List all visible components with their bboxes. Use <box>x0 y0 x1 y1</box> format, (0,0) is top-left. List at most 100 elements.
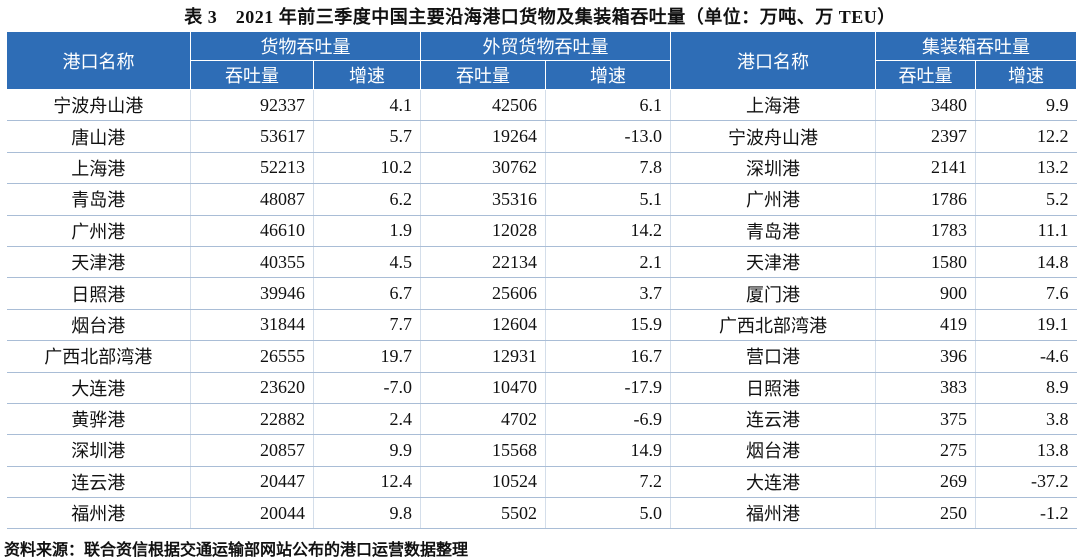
number-cell: 22134 <box>420 246 546 279</box>
number-cell: 1783 <box>875 215 976 247</box>
data-row: 深圳港 20857 9.9 15568 14.9 烟台港 275 13.8 <box>6 434 1077 467</box>
number-cell: 19.1 <box>975 309 1077 342</box>
number-cell: -37.2 <box>975 466 1077 499</box>
table-title: 表 3 2021 年前三季度中国主要沿海港口货物及集装箱吞吐量（单位：万吨、万 … <box>184 7 896 27</box>
number-cell: 42506 <box>420 89 546 122</box>
data-row: 天津港 40355 4.5 22134 2.1 天津港 1580 14.8 <box>6 246 1077 279</box>
number-cell: 22882 <box>190 403 314 436</box>
number-cell: 383 <box>875 372 976 404</box>
number-cell: 2.4 <box>313 403 421 436</box>
port-name-cell: 厦门港 <box>670 277 876 310</box>
table-header: 港口名称 货物吞吐量 外贸货物吞吐量 港口名称 集装箱吞吐量 吞吐量 增速 吞吐量 增速 吞吐量增… <box>6 31 1077 90</box>
port-name-cell: 宁波舟山港 <box>670 120 876 153</box>
number-cell: 39946 <box>190 277 314 310</box>
number-cell: 25606 <box>420 277 546 310</box>
number-cell: 7.7 <box>313 309 421 342</box>
port-name-cell: 日照港 <box>670 372 876 404</box>
port-name-cell: 福州港 <box>6 497 191 530</box>
data-row: 烟台港 31844 7.7 12604 15.9 广西北部湾港 419 19.1 <box>6 309 1077 342</box>
number-cell: 31844 <box>190 309 314 342</box>
number-cell: 30762 <box>420 152 546 185</box>
number-cell: 19264 <box>420 120 546 153</box>
number-cell: 20447 <box>190 466 314 499</box>
number-cell: 10.2 <box>313 152 421 185</box>
data-row: 连云港 20447 12.4 10524 7.2 大连港 269 -37.2 <box>6 466 1077 499</box>
number-cell: 53617 <box>190 120 314 153</box>
number-cell: 375 <box>875 403 976 436</box>
number-cell: 13.2 <box>975 152 1077 185</box>
number-cell: 6.1 <box>545 89 671 122</box>
number-cell: 7.6 <box>975 277 1077 310</box>
number-cell: 23620 <box>190 372 314 404</box>
port-name-cell: 广州港 <box>670 183 876 216</box>
number-cell: 3.8 <box>975 403 1077 436</box>
number-cell: -13.0 <box>545 120 671 153</box>
number-cell: 92337 <box>190 89 314 122</box>
number-cell: 4.1 <box>313 89 421 122</box>
data-row: 大连港 23620 -7.0 10470 -17.9 日照港 383 8.9 <box>6 372 1077 404</box>
number-cell: -4.6 <box>975 340 1077 373</box>
number-cell: 13.8 <box>975 434 1077 467</box>
port-name-cell: 上海港 <box>670 89 876 122</box>
number-cell: 7.8 <box>545 152 671 185</box>
number-cell: 14.2 <box>545 215 671 247</box>
number-cell: -7.0 <box>313 372 421 404</box>
number-cell: 8.9 <box>975 372 1077 404</box>
data-row: 宁波舟山港 92337 4.1 42506 6.1 上海港 3480 9.9 <box>6 89 1077 122</box>
number-cell: 6.7 <box>313 277 421 310</box>
port-name-cell: 连云港 <box>6 466 191 499</box>
number-cell: 20044 <box>190 497 314 530</box>
port-name-cell: 广西北部湾港 <box>670 309 876 342</box>
number-cell: 14.9 <box>545 434 671 467</box>
port-name-cell: 广州港 <box>6 215 191 247</box>
table-body: 宁波舟山港 92337 4.1 42506 6.1 上海港 3480 9.9 唐山港 53617 5… <box>6 89 1077 530</box>
header-cell: 吞吐量 <box>875 60 976 90</box>
port-name-cell: 黄骅港 <box>6 403 191 436</box>
number-cell: 12028 <box>420 215 546 247</box>
port-name-cell: 烟台港 <box>670 434 876 467</box>
number-cell: 9.9 <box>975 89 1077 122</box>
number-cell: 1580 <box>875 246 976 279</box>
number-cell: 2.1 <box>545 246 671 279</box>
header-cell: 港口名称 <box>6 31 191 90</box>
port-name-cell: 营口港 <box>670 340 876 373</box>
number-cell: 52213 <box>190 152 314 185</box>
number-cell: 4.5 <box>313 246 421 279</box>
source-note: 资料来源：联合资信根据交通运输部网站公布的港口运营数据整理 <box>4 542 469 559</box>
header-cell: 港口名称 <box>670 31 876 90</box>
data-table: 港口名称 货物吞吐量 外贸货物吞吐量 港口名称 集装箱吞吐量 吞吐量 增速 吞吐量 增速 吞吐量增… <box>6 31 1077 530</box>
number-cell: 19.7 <box>313 340 421 373</box>
number-cell: 46610 <box>190 215 314 247</box>
number-cell: 15568 <box>420 434 546 467</box>
number-cell: -6.9 <box>545 403 671 436</box>
port-name-cell: 宁波舟山港 <box>6 89 191 122</box>
number-cell: 3.7 <box>545 277 671 310</box>
number-cell: 6.2 <box>313 183 421 216</box>
number-cell: 2141 <box>875 152 976 185</box>
header-cell: 集装箱吞吐量 <box>875 31 1077 61</box>
number-cell: 12.4 <box>313 466 421 499</box>
port-name-cell: 唐山港 <box>6 120 191 153</box>
port-name-cell: 上海港 <box>6 152 191 185</box>
number-cell: 35316 <box>420 183 546 216</box>
number-cell: 250 <box>875 497 976 530</box>
header-cell: 货物吞吐量 <box>190 31 421 61</box>
port-name-cell: 天津港 <box>6 246 191 279</box>
header-cell: 增速 <box>545 60 671 90</box>
number-cell: 419 <box>875 309 976 342</box>
number-cell: 14.8 <box>975 246 1077 279</box>
port-name-cell: 日照港 <box>6 277 191 310</box>
number-cell: 3480 <box>875 89 976 122</box>
header-cell: 外贸货物吞吐量 <box>420 31 671 61</box>
number-cell: 26555 <box>190 340 314 373</box>
number-cell: 9.8 <box>313 497 421 530</box>
number-cell: 5502 <box>420 497 546 530</box>
number-cell: 1.9 <box>313 215 421 247</box>
port-name-cell: 大连港 <box>670 466 876 499</box>
data-row: 日照港 39946 6.7 25606 3.7 厦门港 900 7.6 <box>6 277 1077 310</box>
number-cell: 5.1 <box>545 183 671 216</box>
number-cell: 10470 <box>420 372 546 404</box>
number-cell: 7.2 <box>545 466 671 499</box>
port-name-cell: 天津港 <box>670 246 876 279</box>
